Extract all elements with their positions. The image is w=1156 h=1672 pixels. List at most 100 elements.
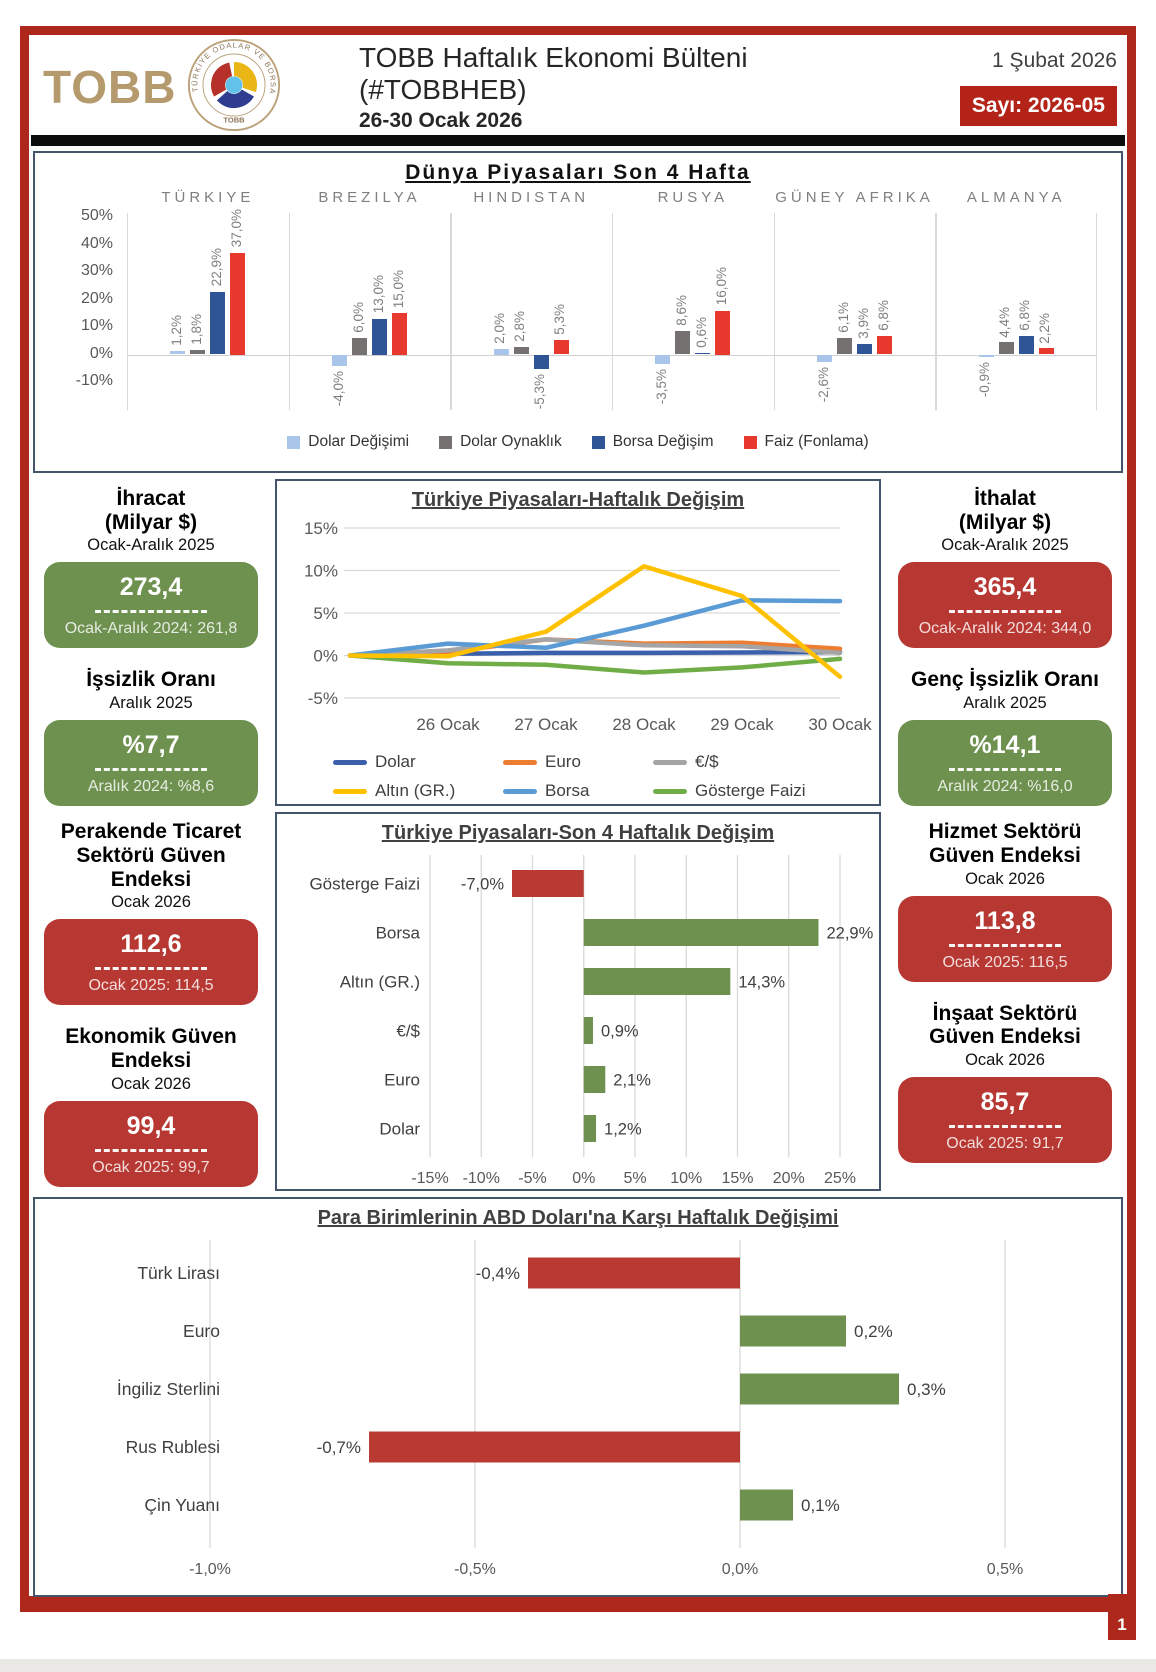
legend-swatch bbox=[439, 435, 453, 449]
bar bbox=[998, 342, 1014, 355]
world-markets-chart: Dünya Piyasaları Son 4 Hafta TÜRKIYE BREZ… bbox=[33, 151, 1123, 473]
country-labels: TÜRKIYE BREZILYA HINDISTAN RUSYA GÜNEY AFRIK… bbox=[127, 189, 1097, 206]
bar bbox=[978, 354, 994, 357]
legend-label: €/$ bbox=[695, 752, 719, 771]
card-previous: Aralık 2024: %16,0 bbox=[937, 778, 1073, 796]
card-period: Ocak-Aralık 2025 bbox=[941, 536, 1069, 555]
y-tick-label: 40% bbox=[80, 234, 113, 252]
bar-value-label: 1,8% bbox=[188, 313, 204, 345]
bar-value-label: 0,3% bbox=[907, 1380, 946, 1399]
bar-value-label: 0,2% bbox=[854, 1322, 893, 1341]
legend-swatch bbox=[743, 435, 757, 449]
bar-value-label: -0,7% bbox=[317, 1438, 361, 1457]
legend-label: Dolar Oynaklık bbox=[460, 433, 562, 450]
legend-label: Dolar Değişimi bbox=[308, 433, 410, 450]
x-tick-label: -10% bbox=[463, 1170, 500, 1187]
value-card-ithalat: 365,4 Ocak-Aralık 2024: 344,0 bbox=[898, 562, 1112, 649]
row-weekly: İhracat (Milyar $) Ocak-Aralık 2025 273,… bbox=[35, 479, 1121, 807]
y-tick-label: 30% bbox=[80, 262, 113, 279]
y-tick-label: 20% bbox=[80, 289, 113, 307]
left-column-2: Perakende Ticaret Sektörü Güven Endeksi … bbox=[35, 812, 267, 1191]
card-period: Ocak 2026 bbox=[965, 869, 1045, 888]
bar-value-label: 2,0% bbox=[492, 313, 508, 344]
card-title: İnşaat Sektörü Güven Endeksi bbox=[929, 1001, 1081, 1049]
legend-item: Borsa bbox=[503, 781, 653, 801]
card-title: İşsizlik Oranı bbox=[86, 668, 216, 692]
legend-swatch bbox=[503, 759, 537, 765]
bar bbox=[740, 1489, 793, 1521]
bar bbox=[877, 335, 892, 355]
card-title: Hizmet Sektörü Güven Endeksi bbox=[928, 820, 1082, 867]
card-value: 99,4 bbox=[126, 1111, 176, 1140]
y-tick-label: 15% bbox=[304, 519, 338, 538]
x-tick-label: -1,0% bbox=[189, 1561, 231, 1578]
bar bbox=[857, 343, 872, 355]
right-column-1: İthalat (Milyar $) Ocak-Aralık 2025 365,… bbox=[889, 479, 1121, 807]
dashed-divider bbox=[949, 943, 1061, 947]
line-series bbox=[347, 653, 843, 675]
y-tick-label: 10% bbox=[80, 317, 113, 334]
bar bbox=[837, 337, 852, 355]
x-tick-label: -5% bbox=[518, 1170, 546, 1187]
bar-value-label: 6,0% bbox=[350, 302, 366, 333]
bar-value-label: 6,8% bbox=[1017, 300, 1033, 331]
bar-value-label: -5,3% bbox=[532, 374, 548, 410]
value-card-ekonomik: 99,4 Ocak 2025: 99,7 bbox=[44, 1100, 258, 1187]
bar-value-label: 2,1% bbox=[613, 1072, 651, 1090]
card-title: Perakende Ticaret Sektörü Güven Endeksi bbox=[60, 820, 242, 891]
card-title: Ekonomik Güven Endeksi bbox=[65, 1025, 237, 1073]
bar bbox=[583, 1066, 606, 1094]
hizmet-group: Hizmet Sektörü Güven Endeksi Ocak 2026 1… bbox=[898, 820, 1112, 982]
country-label: RUSYA bbox=[657, 189, 729, 206]
publication-date: 1 Şubat 2026 bbox=[992, 48, 1117, 72]
category-label: Gösterge Faizi bbox=[309, 875, 420, 894]
country-label: GÜNEY AFRIKA bbox=[775, 189, 934, 206]
legend-swatch bbox=[653, 759, 687, 765]
legend-item: Borsa Değişim bbox=[591, 433, 714, 451]
x-tick-label: 0,0% bbox=[722, 1561, 758, 1578]
card-period: Aralık 2025 bbox=[109, 694, 193, 713]
header-right: 1 Şubat 2026 Sayı: 2026-05 bbox=[887, 49, 1117, 126]
value-card-ihracat: 273,4 Ocak-Aralık 2024: 261,8 bbox=[44, 562, 258, 649]
legend-item: Faiz (Fonlama) bbox=[743, 433, 869, 451]
legend-label: Altın (GR.) bbox=[375, 781, 456, 800]
bar bbox=[352, 338, 367, 355]
dashed-divider bbox=[95, 768, 207, 772]
bar bbox=[740, 1373, 899, 1405]
bar-value-label: 22,9% bbox=[208, 248, 224, 287]
bar-value-label: 2,2% bbox=[1037, 312, 1053, 344]
bar-value-label: 1,2% bbox=[168, 315, 184, 347]
card-previous: Ocak 2025: 99,7 bbox=[92, 1158, 210, 1176]
bar-value-label: 16,0% bbox=[713, 267, 729, 306]
x-tick-label: 0% bbox=[572, 1170, 595, 1187]
legend-item: Altın (GR.) bbox=[333, 781, 503, 801]
y-tick-label: -5% bbox=[308, 689, 338, 708]
bar bbox=[553, 339, 569, 355]
title-block: TOBB Haftalık Ekonomi Bülteni (#TOBBHEB)… bbox=[333, 42, 887, 133]
y-tick-label: 5% bbox=[313, 604, 338, 623]
x-tick-label: 25% bbox=[824, 1170, 856, 1187]
card-period: Ocak-Aralık 2025 bbox=[87, 536, 215, 555]
category-label: Euro bbox=[384, 1071, 420, 1090]
bar-value-label: 22,9% bbox=[826, 925, 873, 943]
weekly-line-chart: 15% 10% 5% 0% -5% 26 Ocak 27 Ocak 28 Ocak 29 Oca… bbox=[277, 512, 879, 750]
bar bbox=[740, 1315, 846, 1347]
ihracat-group: İhracat (Milyar $) Ocak-Aralık 2025 273,… bbox=[44, 487, 258, 649]
bar-value-label: -0,4% bbox=[476, 1264, 520, 1283]
group-separator bbox=[288, 213, 290, 410]
bar bbox=[170, 351, 186, 355]
bar-value-label: 14,3% bbox=[738, 974, 785, 992]
genc-issizlik-group: Genç İşsizlik Oranı Aralık 2025 %14,1 Ar… bbox=[898, 668, 1112, 807]
bulletin-week: 26-30 Ocak 2026 bbox=[359, 108, 523, 132]
legend-item: Gösterge Faizi bbox=[653, 781, 813, 801]
issizlik-group: İşsizlik Oranı Aralık 2025 %7,7 Aralık 2… bbox=[44, 668, 258, 807]
bar-value-label: -7,0% bbox=[461, 876, 504, 894]
bar bbox=[1018, 335, 1034, 355]
world-chart-plot: 1,2% 1,8% 22,9% 37,0% -4,0% 6,0% 13,0% 15,0% 2,0… bbox=[127, 209, 1098, 410]
value-card-hizmet: 113,8 Ocak 2025: 116,5 bbox=[898, 895, 1112, 982]
legend-item: Euro bbox=[503, 752, 653, 772]
bar bbox=[583, 1115, 597, 1143]
bar-value-label: 5,3% bbox=[552, 304, 568, 335]
bar bbox=[230, 252, 246, 355]
left-column-1: İhracat (Milyar $) Ocak-Aralık 2025 273,… bbox=[35, 479, 267, 807]
